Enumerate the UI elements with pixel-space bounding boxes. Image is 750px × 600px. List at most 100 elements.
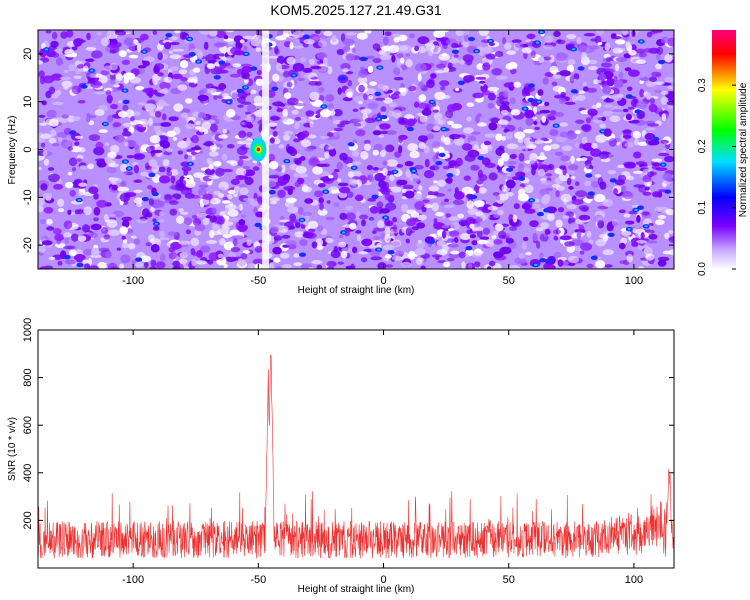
heatmap-cell	[149, 266, 157, 269]
heatmap-cell	[300, 263, 312, 269]
heatmap-cell	[100, 227, 108, 234]
heatmap-cell	[615, 57, 628, 62]
heatmap-cell	[475, 76, 487, 80]
heatmap-cell	[200, 88, 209, 94]
heatmap-cell	[312, 166, 323, 175]
heatmap-cell	[310, 65, 322, 70]
heatmap-cell	[88, 120, 95, 126]
heatmap-cell	[481, 90, 491, 96]
heatmap-cell	[162, 113, 167, 121]
snr-x-axis-label: Height of straight line (km)	[298, 584, 415, 595]
heatmap-cell	[609, 115, 621, 123]
heatmap-cell	[154, 124, 161, 133]
heatmap-hotspot	[374, 91, 382, 97]
heatmap-cell	[238, 158, 244, 167]
heatmap-cell	[53, 183, 64, 190]
heatmap-cell	[474, 97, 484, 103]
heatmap-cell	[279, 215, 285, 221]
peak-core	[256, 147, 261, 152]
heatmap-cell	[153, 225, 160, 231]
heatmap-cell	[135, 261, 144, 268]
heatmap-cell	[104, 142, 110, 147]
heatmap-cell	[72, 116, 81, 122]
heatmap-cell	[94, 158, 106, 162]
heatmap-cell	[159, 81, 171, 90]
heatmap-cell	[654, 107, 664, 115]
heatmap-cell	[471, 240, 478, 246]
heatmap-cell	[105, 46, 110, 52]
heatmap-cell	[559, 131, 569, 138]
heatmap-hotspot-core	[537, 100, 541, 103]
heatmap-cell	[401, 261, 412, 267]
heatmap-cell	[487, 92, 496, 101]
heatmap-cell	[632, 228, 637, 234]
heatmap-cell	[636, 48, 645, 54]
heatmap-cell	[462, 127, 474, 134]
heatmap-cell	[211, 207, 217, 214]
heatmap-cell	[270, 200, 277, 205]
heatmap-cell	[576, 94, 586, 101]
heatmap-hotspot-core	[292, 74, 296, 77]
heatmap-cell	[517, 193, 530, 202]
heatmap-cell	[314, 81, 322, 86]
heatmap-cell	[518, 253, 525, 260]
heatmap-cell	[418, 135, 428, 142]
heatmap-y-tick-label: 10	[22, 96, 34, 108]
heatmap-cell	[269, 137, 275, 144]
heatmap-cell	[294, 231, 305, 238]
heatmap-cell	[351, 150, 360, 157]
heatmap-cell	[327, 186, 339, 194]
heatmap-cell	[653, 81, 665, 85]
heatmap-cell	[190, 194, 201, 199]
heatmap-cell	[567, 59, 576, 66]
heatmap-cell	[512, 214, 518, 223]
heatmap-cell	[502, 90, 509, 98]
heatmap-cell	[90, 80, 102, 89]
heatmap-cell	[303, 73, 316, 79]
heatmap-cell	[432, 141, 441, 149]
heatmap-cell	[402, 184, 414, 190]
heatmap-hotspot	[537, 211, 544, 217]
heatmap-cell	[159, 89, 170, 94]
heatmap-cell	[109, 62, 118, 71]
heatmap-cell	[646, 80, 656, 88]
heatmap-cell	[644, 132, 656, 141]
heatmap-cell	[356, 229, 362, 234]
heatmap-cell	[598, 150, 610, 160]
heatmap-cell	[215, 167, 225, 177]
heatmap-cell	[557, 207, 565, 213]
heatmap-cell	[75, 68, 82, 74]
heatmap-cell	[156, 146, 164, 150]
heatmap-cell	[252, 258, 264, 265]
heatmap-cell	[269, 161, 279, 170]
heatmap-cell	[517, 163, 525, 172]
heatmap-cell	[455, 87, 460, 92]
heatmap-cell	[40, 133, 52, 139]
heatmap-hotspot	[465, 246, 473, 251]
heatmap-cell	[94, 109, 105, 116]
heatmap-cell	[238, 130, 247, 139]
heatmap-cell	[254, 245, 263, 253]
heatmap-cell	[246, 123, 254, 129]
heatmap-cell	[396, 164, 404, 168]
heatmap-cell	[345, 53, 356, 61]
heatmap-cell	[109, 78, 116, 85]
heatmap-cell	[38, 114, 46, 118]
heatmap-x-axis-label: Height of straight line (km)	[298, 285, 415, 296]
heatmap-cell	[133, 189, 143, 193]
heatmap-cell	[625, 220, 635, 225]
heatmap-cell	[636, 214, 641, 223]
heatmap-cell	[622, 192, 634, 200]
heatmap-cell	[46, 226, 55, 231]
heatmap-cell	[384, 31, 392, 36]
heatmap-cell	[656, 46, 664, 56]
heatmap-cell	[576, 90, 586, 94]
heatmap-cell	[568, 186, 574, 190]
heatmap-cell	[467, 190, 476, 195]
heatmap-cell	[452, 199, 465, 205]
heatmap-cell	[330, 249, 341, 259]
snr-series-line	[38, 354, 674, 560]
heatmap-cell	[256, 69, 262, 76]
heatmap-cell	[372, 58, 382, 64]
heatmap-cell	[668, 236, 674, 243]
